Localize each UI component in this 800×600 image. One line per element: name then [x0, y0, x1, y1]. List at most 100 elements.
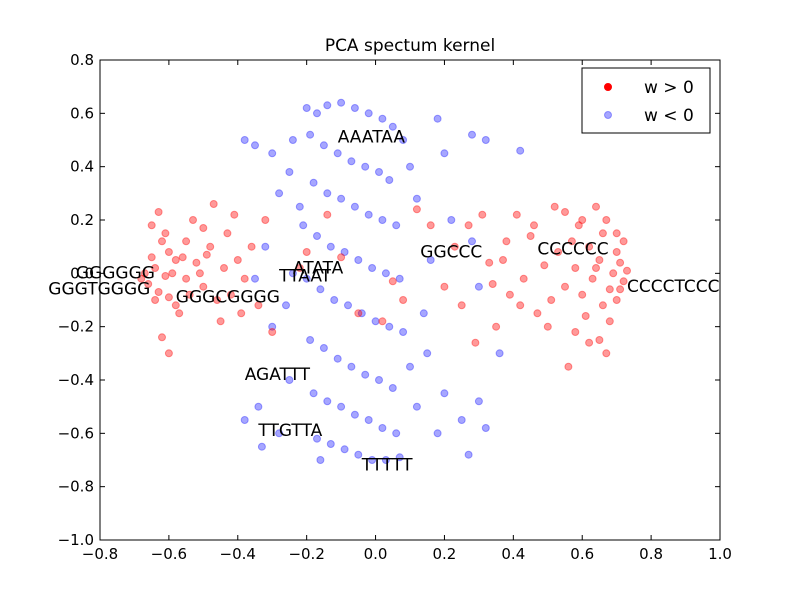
point-w-positive-36 [137, 274, 146, 283]
point-w-positive-11 [182, 274, 191, 283]
point-w-negative-70 [261, 242, 270, 251]
point-w-positive-69 [547, 296, 556, 304]
point-w-negative-82 [481, 424, 490, 432]
point-w-positive-53 [602, 216, 611, 224]
point-w-positive-16 [220, 264, 228, 272]
point-w-positive-37 [147, 253, 156, 262]
point-w-positive-71 [533, 309, 542, 318]
point-w-positive-66 [567, 237, 576, 246]
point-w-positive-33 [230, 210, 239, 219]
point-w-negative-11 [347, 157, 356, 166]
point-w-positive-76 [499, 256, 507, 264]
point-w-negative-99 [399, 136, 408, 144]
point-w-negative-32 [330, 296, 339, 304]
x-tick-label-3: −0.2 [288, 545, 324, 563]
point-w-negative-50 [378, 424, 387, 432]
point-w-positive-14 [206, 242, 215, 251]
point-w-negative-96 [282, 301, 290, 310]
point-w-negative-21 [392, 221, 401, 230]
point-w-positive-109 [378, 317, 387, 326]
point-w-negative-12 [361, 162, 370, 171]
point-w-positive-77 [492, 322, 501, 331]
point-w-negative-53 [326, 440, 335, 448]
point-w-positive-98 [502, 237, 511, 246]
point-w-negative-60 [251, 141, 259, 150]
point-w-negative-94 [495, 349, 504, 358]
point-w-positive-102 [388, 277, 397, 286]
point-w-positive-62 [595, 336, 604, 344]
x-tick-label-7: 0.6 [570, 545, 594, 563]
point-w-positive-29 [247, 242, 256, 251]
point-w-negative-63 [285, 168, 294, 176]
point-w-positive-107 [399, 296, 408, 304]
point-w-positive-91 [623, 266, 631, 275]
point-w-negative-62 [268, 149, 277, 158]
point-w-negative-22 [299, 221, 308, 230]
point-w-positive-72 [526, 232, 535, 240]
point-w-negative-9 [319, 141, 328, 150]
y-tick-label-7: 0.4 [70, 158, 94, 176]
point-w-negative-45 [309, 389, 318, 398]
point-w-positive-2 [158, 237, 166, 246]
point-w-positive-3 [164, 248, 173, 256]
point-w-positive-5 [151, 264, 160, 272]
legend-box [581, 67, 711, 134]
point-w-negative-34 [357, 309, 366, 318]
point-w-negative-97 [295, 202, 304, 211]
point-w-positive-20 [158, 333, 166, 342]
y-tick-label-1: −0.8 [58, 478, 94, 496]
chart-title: PCA spectum kernel [325, 36, 495, 56]
point-w-negative-13 [375, 168, 383, 176]
point-w-negative-46 [323, 397, 332, 406]
point-w-negative-28 [381, 269, 390, 278]
point-w-negative-44 [388, 384, 397, 392]
point-w-positive-25 [216, 317, 225, 326]
point-w-positive-1 [147, 221, 156, 230]
point-w-positive-34 [237, 309, 246, 318]
point-w-negative-90 [406, 162, 414, 171]
point-w-positive-13 [199, 282, 208, 291]
point-w-negative-40 [333, 354, 342, 363]
y-tick-label-2: −0.6 [58, 424, 94, 442]
point-w-positive-55 [595, 256, 604, 264]
annotation-label-0: AAATAA [338, 128, 406, 148]
point-w-positive-30 [254, 301, 263, 310]
point-w-positive-75 [505, 290, 514, 299]
point-w-negative-93 [474, 282, 483, 291]
point-w-positive-88 [585, 338, 594, 347]
point-w-negative-57 [381, 456, 390, 464]
point-w-negative-98 [288, 136, 297, 144]
point-w-positive-58 [578, 290, 587, 299]
point-w-negative-73 [254, 402, 263, 411]
point-w-negative-81 [474, 397, 483, 406]
point-w-negative-92 [468, 237, 476, 246]
point-w-negative-20 [378, 216, 387, 224]
point-w-positive-87 [571, 328, 580, 336]
x-tick-label-0: −0.8 [82, 545, 118, 563]
points-layer [137, 98, 631, 464]
point-w-negative-95 [288, 269, 297, 278]
point-w-negative-43 [375, 376, 383, 384]
point-w-positive-104 [354, 309, 363, 318]
point-w-positive-15 [213, 296, 222, 304]
point-w-positive-43 [151, 296, 160, 304]
point-w-positive-82 [457, 301, 466, 310]
point-w-negative-68 [433, 114, 442, 123]
legend-label-positive: w > 0 [644, 78, 694, 98]
point-w-positive-95 [543, 322, 552, 331]
point-w-positive-9 [164, 293, 173, 302]
point-w-negative-3 [337, 98, 346, 107]
point-w-negative-25 [340, 248, 349, 256]
point-w-negative-1 [313, 109, 321, 118]
x-tick-label-6: 0.4 [501, 545, 525, 563]
point-w-positive-48 [609, 269, 618, 278]
point-w-positive-51 [612, 296, 621, 304]
point-w-positive-52 [598, 229, 607, 238]
point-w-negative-42 [361, 370, 370, 379]
point-w-positive-83 [450, 242, 459, 251]
point-w-negative-51 [392, 429, 401, 438]
point-w-negative-38 [306, 336, 315, 344]
point-w-negative-47 [337, 402, 346, 411]
